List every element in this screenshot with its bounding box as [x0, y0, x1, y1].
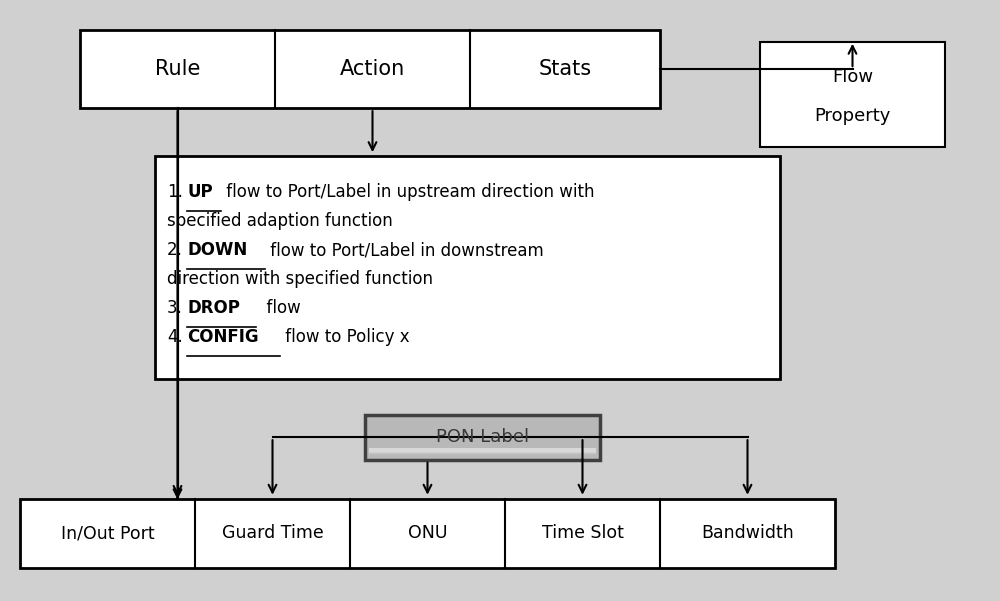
Text: flow: flow	[256, 299, 300, 317]
FancyBboxPatch shape	[80, 30, 660, 108]
Text: 2.: 2.	[167, 241, 183, 259]
Text: direction with specified function: direction with specified function	[167, 270, 433, 288]
Text: 3.: 3.	[167, 299, 183, 317]
Text: Property: Property	[814, 107, 891, 124]
FancyBboxPatch shape	[369, 450, 596, 453]
FancyBboxPatch shape	[369, 450, 596, 454]
Text: flow to Port/Label in upstream direction with: flow to Port/Label in upstream direction…	[221, 183, 594, 201]
Text: DROP: DROP	[187, 299, 240, 317]
Text: Guard Time: Guard Time	[222, 525, 323, 542]
Text: Stats: Stats	[538, 59, 592, 79]
Text: Flow: Flow	[832, 68, 873, 86]
FancyBboxPatch shape	[369, 448, 596, 452]
FancyBboxPatch shape	[369, 451, 596, 454]
Text: PON Label: PON Label	[436, 429, 529, 446]
FancyBboxPatch shape	[369, 450, 596, 453]
FancyBboxPatch shape	[760, 42, 945, 147]
Text: In/Out Port: In/Out Port	[61, 525, 154, 542]
Text: UP: UP	[187, 183, 213, 201]
FancyBboxPatch shape	[369, 449, 596, 453]
Text: 1.: 1.	[167, 183, 183, 201]
Text: Time Slot: Time Slot	[542, 525, 623, 542]
FancyBboxPatch shape	[369, 449, 596, 453]
FancyBboxPatch shape	[365, 415, 600, 460]
Text: Rule: Rule	[155, 59, 200, 79]
FancyBboxPatch shape	[155, 156, 780, 379]
Text: flow to Policy x: flow to Policy x	[280, 328, 409, 346]
FancyBboxPatch shape	[369, 451, 596, 455]
Text: 4.: 4.	[167, 328, 183, 346]
Text: CONFIG: CONFIG	[187, 328, 259, 346]
Text: Action: Action	[340, 59, 405, 79]
Text: Bandwidth: Bandwidth	[701, 525, 794, 542]
Text: DOWN: DOWN	[187, 241, 248, 259]
Text: ONU: ONU	[408, 525, 447, 542]
FancyBboxPatch shape	[20, 499, 835, 568]
Text: specified adaption function: specified adaption function	[167, 212, 393, 230]
FancyBboxPatch shape	[369, 452, 596, 456]
Text: flow to Port/Label in downstream: flow to Port/Label in downstream	[265, 241, 544, 259]
FancyBboxPatch shape	[369, 451, 596, 454]
